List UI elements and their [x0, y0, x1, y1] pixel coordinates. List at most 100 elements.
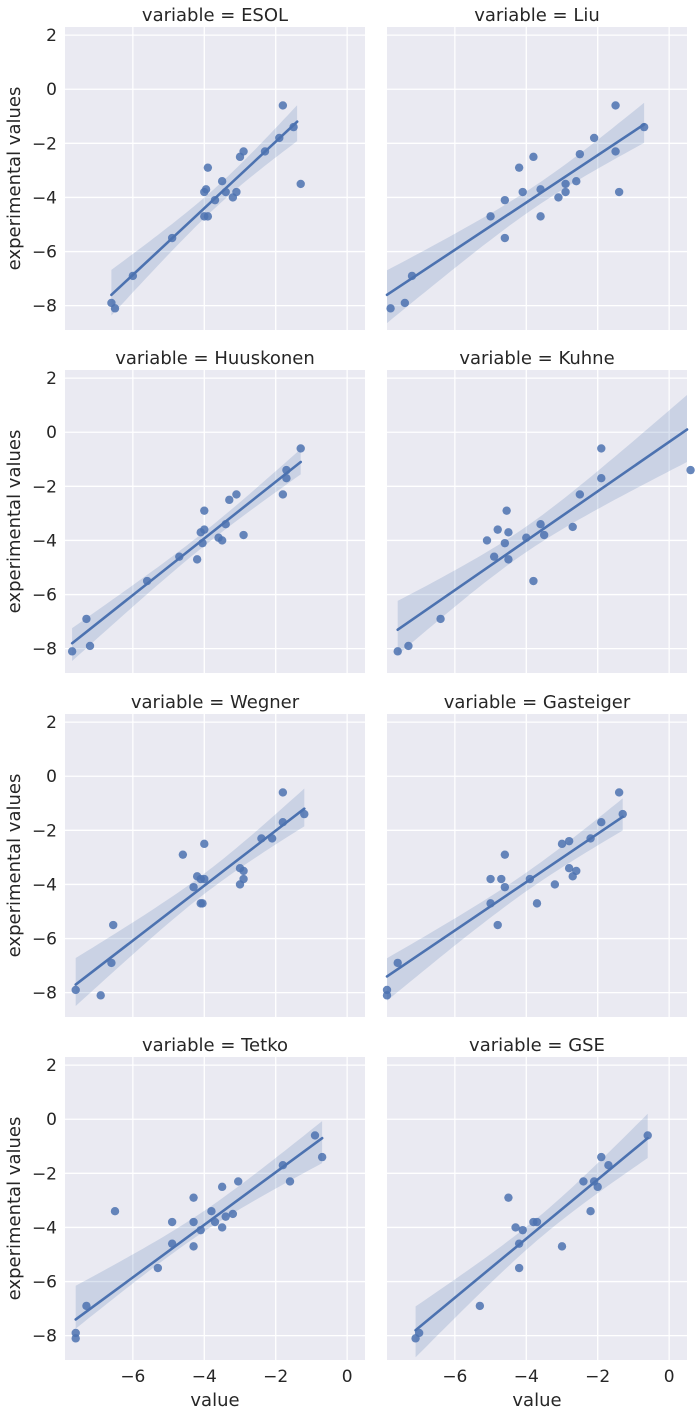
panel-title: variable = Tetko: [142, 1035, 288, 1056]
y-tick-label: 0: [46, 80, 57, 100]
data-point: [597, 474, 606, 483]
data-point: [386, 304, 395, 313]
data-point: [198, 899, 207, 908]
data-point: [110, 1207, 120, 1216]
y-tick-label: −4: [32, 875, 57, 895]
data-point: [561, 179, 570, 189]
data-point: [497, 874, 506, 884]
data-point: [285, 1177, 295, 1186]
data-point: [686, 465, 695, 475]
regression-line: [70, 460, 303, 645]
y-tick-label: −8: [32, 1327, 57, 1347]
x-axis-label: value: [190, 1390, 239, 1411]
data-point: [289, 122, 298, 132]
data-point: [203, 163, 213, 172]
y-tick-label: 0: [46, 423, 57, 443]
y-tick-label: −2: [32, 821, 57, 841]
plot-area: [387, 27, 687, 330]
data-point: [200, 212, 209, 221]
data-point: [536, 520, 545, 529]
data-point: [400, 298, 410, 308]
facet-panel: variable = ESOL −8 −6 −4 −2 0 2 experimental va…: [4, 5, 365, 330]
y-tick-label: −8: [32, 297, 57, 317]
data-point: [575, 149, 585, 159]
y-tick-label: 0: [46, 1110, 57, 1130]
data-point: [414, 1328, 424, 1338]
data-point: [597, 444, 606, 453]
data-point: [85, 641, 95, 651]
confidence-band: [72, 449, 301, 661]
facet-panel: variable = Kuhne: [387, 348, 695, 673]
data-point: [192, 555, 202, 564]
x-tick-label: −4: [514, 1367, 539, 1387]
facet-panel: variable = GSE −6 −4 −2 0 value: [387, 1035, 687, 1411]
confidence-band: [111, 105, 298, 316]
data-point: [82, 1301, 91, 1311]
data-point: [300, 809, 309, 819]
data-point: [532, 899, 542, 908]
data-point: [550, 880, 560, 889]
plot-area: [387, 1057, 687, 1360]
y-tick-label: −4: [32, 531, 57, 551]
data-point: [529, 152, 538, 162]
data-point: [500, 850, 510, 859]
data-point: [514, 1263, 524, 1273]
data-point: [564, 836, 574, 846]
data-point: [278, 101, 288, 110]
data-point: [278, 788, 288, 797]
x-tick-label: −6: [120, 1367, 145, 1387]
data-point: [518, 1225, 527, 1235]
data-point: [217, 536, 227, 545]
data-point: [539, 530, 549, 540]
x-axis-label: value: [512, 1390, 561, 1411]
y-tick-label: 0: [46, 767, 57, 787]
data-point: [500, 882, 510, 892]
data-point: [96, 991, 105, 1000]
data-point: [217, 1182, 227, 1192]
data-point: [67, 647, 77, 656]
y-tick-label: −6: [32, 586, 57, 606]
y-tick-label: −2: [32, 1164, 57, 1184]
y-tick-label: 2: [46, 26, 57, 46]
y-tick-label: 2: [46, 1056, 57, 1076]
regression-line: [110, 120, 299, 297]
data-point: [561, 187, 570, 197]
x-tick-label: 0: [342, 1367, 353, 1387]
panel-title: variable = Huuskonen: [115, 348, 315, 369]
panel-title: variable = Kuhne: [459, 348, 614, 369]
data-point: [475, 1301, 485, 1311]
data-point: [643, 1131, 652, 1140]
data-point: [493, 920, 502, 930]
data-point: [200, 525, 209, 534]
plot-area: [387, 714, 687, 1017]
data-point: [579, 1177, 588, 1186]
y-tick-label: −4: [32, 188, 57, 208]
data-point: [82, 614, 91, 624]
data-point: [153, 1263, 163, 1273]
data-point: [404, 641, 413, 651]
data-point: [557, 1242, 567, 1251]
y-axis-label: experimental values: [4, 1117, 25, 1301]
data-point: [167, 1217, 177, 1227]
data-point: [107, 958, 116, 968]
x-tick-label: −2: [263, 1367, 288, 1387]
data-point: [393, 958, 402, 968]
confidence-band: [75, 1121, 323, 1329]
data-point: [532, 1217, 542, 1227]
panel-title: variable = Liu: [474, 5, 600, 26]
data-point: [493, 525, 502, 534]
data-point: [614, 788, 624, 797]
data-point: [217, 1223, 227, 1232]
data-point: [502, 506, 511, 515]
plot-area: [387, 370, 687, 673]
data-point: [228, 1209, 238, 1219]
data-point: [317, 1152, 327, 1162]
data-point: [504, 1193, 513, 1202]
data-point: [109, 920, 118, 930]
data-point: [589, 133, 599, 143]
data-point: [568, 522, 577, 532]
data-point: [554, 193, 563, 202]
plot-area: [65, 27, 365, 330]
data-point: [296, 444, 305, 453]
data-point: [71, 1328, 80, 1338]
